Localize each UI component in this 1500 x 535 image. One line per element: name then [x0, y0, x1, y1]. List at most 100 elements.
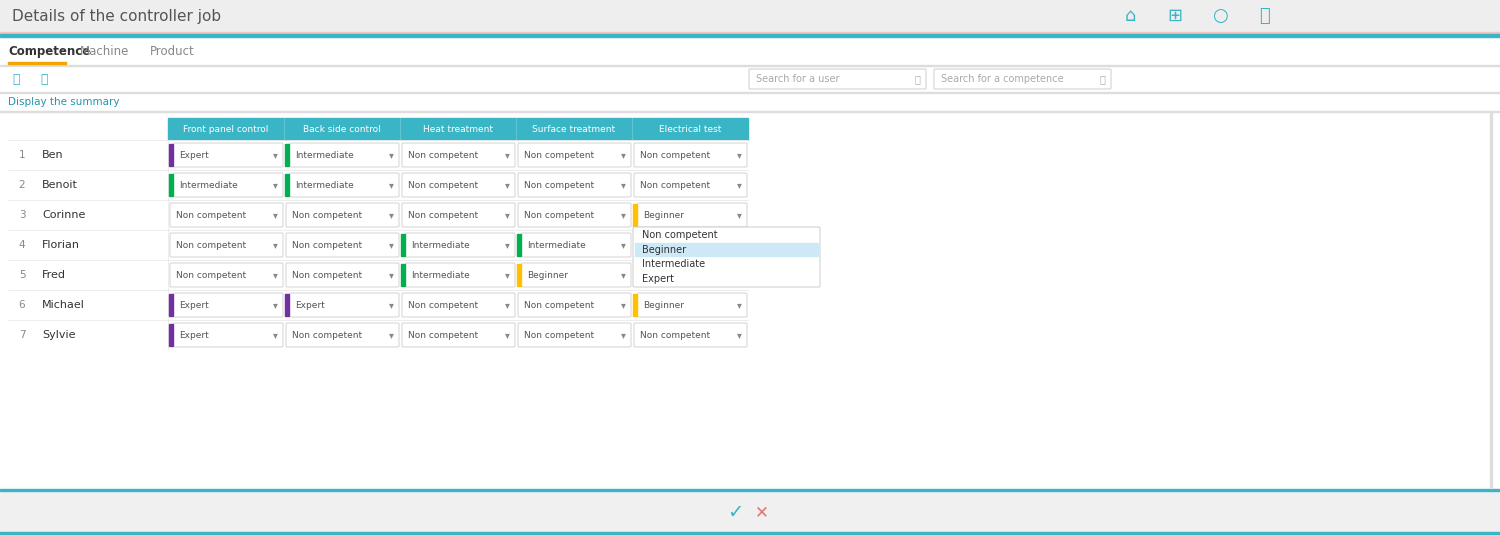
Text: ▾: ▾ [736, 150, 741, 160]
Bar [285, 174, 288, 196]
FancyBboxPatch shape [634, 173, 747, 197]
FancyBboxPatch shape [638, 203, 747, 227]
Text: Florian: Florian [42, 240, 80, 250]
FancyBboxPatch shape [638, 293, 747, 317]
FancyBboxPatch shape [174, 293, 284, 317]
Bar [0, 490, 1500, 535]
Text: Expert: Expert [180, 331, 209, 340]
Text: Benoit: Benoit [42, 180, 78, 190]
Text: ▾: ▾ [388, 330, 393, 340]
Text: Non competent: Non competent [408, 210, 479, 219]
Bar [518, 264, 520, 286]
Text: ▾: ▾ [621, 150, 626, 160]
Text: Search for a user: Search for a user [756, 74, 840, 84]
Text: ▾: ▾ [736, 330, 741, 340]
Text: ▾: ▾ [388, 240, 393, 250]
Text: Competence: Competence [8, 44, 90, 57]
Bar [0, 32, 1500, 34]
Text: Sylvie: Sylvie [42, 330, 75, 340]
FancyBboxPatch shape [170, 233, 284, 257]
Bar [0, 66, 1500, 92]
Bar [168, 118, 748, 140]
Text: ▾: ▾ [273, 180, 278, 190]
Bar [518, 234, 520, 256]
Text: Non competent: Non competent [524, 180, 594, 189]
Bar [0, 93, 1500, 111]
Bar [285, 294, 288, 316]
Text: Beginner: Beginner [644, 210, 684, 219]
Text: Non competent: Non competent [176, 241, 246, 249]
FancyBboxPatch shape [405, 233, 514, 257]
Text: Non competent: Non competent [408, 301, 479, 310]
Bar [1490, 112, 1492, 488]
Text: ▾: ▾ [273, 330, 278, 340]
FancyBboxPatch shape [174, 323, 284, 347]
Text: ▾: ▾ [736, 300, 741, 310]
Text: Beginner: Beginner [644, 301, 684, 310]
FancyBboxPatch shape [634, 143, 747, 167]
Text: 6: 6 [18, 300, 26, 310]
FancyBboxPatch shape [290, 143, 399, 167]
FancyBboxPatch shape [286, 233, 399, 257]
Text: Electrical test: Electrical test [658, 125, 722, 134]
Text: Search for a competence: Search for a competence [940, 74, 1064, 84]
Text: Back side control: Back side control [303, 125, 381, 134]
Text: Non competent: Non competent [524, 150, 594, 159]
Text: Intermediate: Intermediate [642, 259, 705, 269]
FancyBboxPatch shape [170, 203, 284, 227]
FancyBboxPatch shape [290, 293, 399, 317]
Text: Heat treatment: Heat treatment [423, 125, 494, 134]
Text: Intermediate: Intermediate [296, 180, 354, 189]
Text: 👥: 👥 [12, 73, 20, 86]
FancyBboxPatch shape [518, 173, 632, 197]
Text: Non competent: Non competent [524, 301, 594, 310]
FancyBboxPatch shape [934, 69, 1112, 89]
Text: ✓: ✓ [728, 503, 742, 522]
Bar [0, 34, 1500, 37]
Bar [0, 112, 1500, 488]
Text: Non competent: Non competent [640, 180, 710, 189]
Text: ▾: ▾ [273, 150, 278, 160]
FancyBboxPatch shape [402, 143, 514, 167]
Text: Non competent: Non competent [408, 150, 479, 159]
Text: 3: 3 [18, 210, 26, 220]
Bar [170, 324, 172, 346]
Text: ⊞: ⊞ [1167, 7, 1182, 25]
Text: Non competent: Non competent [408, 331, 479, 340]
Text: ▾: ▾ [621, 240, 626, 250]
Text: Details of the controller job: Details of the controller job [12, 9, 220, 24]
Text: ▾: ▾ [504, 240, 510, 250]
Text: Michael: Michael [42, 300, 86, 310]
Text: 🔔: 🔔 [1260, 7, 1270, 25]
Text: 🔍: 🔍 [1100, 74, 1106, 84]
Text: Machine: Machine [80, 44, 129, 57]
Text: ▾: ▾ [388, 180, 393, 190]
Bar [8, 260, 748, 290]
Bar [8, 118, 748, 360]
Text: Front panel control: Front panel control [183, 125, 268, 134]
Text: Non competent: Non competent [524, 331, 594, 340]
FancyBboxPatch shape [633, 227, 821, 287]
FancyBboxPatch shape [174, 173, 284, 197]
FancyBboxPatch shape [290, 173, 399, 197]
Text: ▾: ▾ [504, 180, 510, 190]
Text: ▾: ▾ [388, 210, 393, 220]
Bar [0, 0, 1500, 32]
Text: ▾: ▾ [273, 240, 278, 250]
Bar [8, 140, 748, 170]
FancyBboxPatch shape [402, 293, 514, 317]
Text: 5: 5 [18, 270, 26, 280]
Text: 2: 2 [18, 180, 26, 190]
Text: ✕: ✕ [754, 503, 770, 522]
Text: Intermediate: Intermediate [180, 180, 238, 189]
Text: ⌂: ⌂ [1125, 7, 1136, 25]
Text: Intermediate: Intermediate [411, 241, 471, 249]
FancyBboxPatch shape [518, 293, 632, 317]
Bar [400, 264, 405, 286]
Bar [0, 92, 1500, 93]
Text: ▾: ▾ [388, 270, 393, 280]
Text: Intermediate: Intermediate [296, 150, 354, 159]
Text: ▾: ▾ [504, 300, 510, 310]
Bar [634, 242, 818, 256]
Bar [170, 144, 172, 166]
